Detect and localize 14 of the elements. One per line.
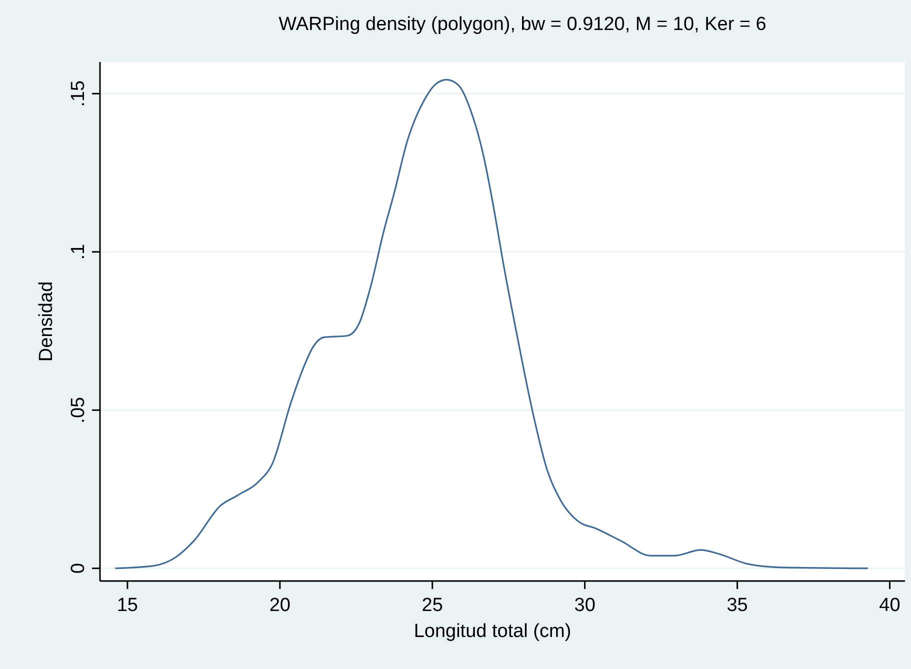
- x-tick-label: 20: [269, 595, 290, 616]
- x-tick-label: 25: [422, 595, 443, 616]
- x-tick-label: 30: [574, 595, 596, 616]
- y-tick-label: .1: [68, 244, 89, 260]
- y-tick-label: .05: [68, 396, 89, 424]
- x-tick-label: 40: [879, 595, 900, 616]
- y-tick-label: 0: [68, 563, 89, 574]
- x-axis-title: Longitud total (cm): [414, 621, 572, 642]
- y-tick-label: .15: [68, 80, 89, 107]
- x-tick-label: 15: [116, 595, 138, 616]
- chart-title: WARPing density (polygon), bw = 0.9120, M = 10, Ker = 6: [278, 14, 766, 35]
- line-series: [114, 78, 869, 570]
- y-axis-title: Densidad: [36, 281, 57, 362]
- x-tick-label: 35: [726, 595, 748, 616]
